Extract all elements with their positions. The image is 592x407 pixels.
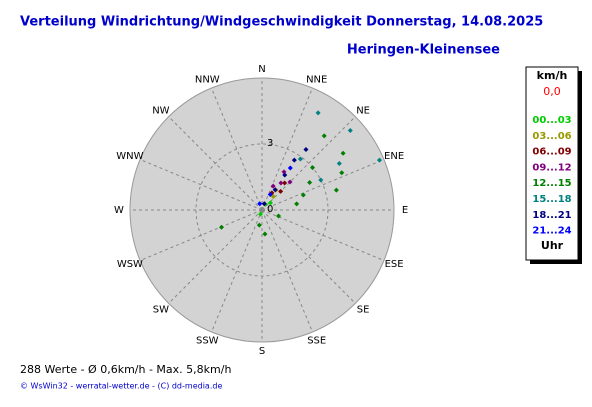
data-point [267,200,273,206]
legend-footer: Uhr [541,239,564,252]
legend-entry: 18...21 [532,210,571,221]
legend-title: km/h [537,69,568,82]
direction-label: ESE [385,259,404,270]
direction-label: SE [357,305,370,316]
chart-title: Verteilung Windrichtung/Windgeschwindigk… [20,15,543,30]
data-point [303,146,309,152]
data-point [376,157,382,163]
data-point [294,201,300,207]
legend-entry: 06...09 [532,147,571,158]
data-point [307,180,313,185]
data-point [261,201,267,207]
data-point [340,150,346,156]
direction-ray [139,159,263,211]
data-point [318,177,324,183]
grid-ring [195,143,329,277]
direction-ray [261,159,385,211]
credits: © WsWin32 - werratal-wetter.de - (C) dd-… [20,382,222,391]
data-point [333,187,339,193]
footer: 288 Werte - Ø 0,6km/h - Max. 5,8km/h [20,363,231,376]
direction-label: SSE [307,335,326,346]
direction-label: SSW [196,335,219,346]
direction-ray [261,209,313,333]
direction-label: NNE [306,75,327,86]
data-point [336,161,342,167]
data-point [287,179,293,185]
data-point [267,191,273,197]
direction-ray [168,116,263,211]
direction-label: WNW [116,151,143,162]
data-point [257,201,263,207]
data-point [270,183,276,189]
legend-box [525,66,579,261]
legend-entry: 00...03 [532,115,571,126]
data-point [272,187,278,193]
r-tick-label: 0 [267,204,273,215]
data-point [282,172,288,178]
r-tick-label: 3 [267,138,273,149]
direction-ray [261,209,356,304]
data-point [339,170,345,176]
legend-entry: 15...18 [532,194,571,205]
direction-label: S [259,346,265,357]
legend-calm: 0,0 [543,85,561,98]
data-point [291,157,297,163]
data-point [270,194,276,200]
data-point [256,222,262,228]
data-point [347,128,353,134]
data-point [257,211,263,217]
data-point [262,231,268,237]
direction-label: ENE [384,151,404,162]
direction-ray [168,209,263,304]
data-point [315,110,321,116]
chart-subtitle: Heringen-Kleinensee [347,43,500,58]
direction-label: WSW [117,259,143,270]
data-point [300,192,306,198]
data-point [310,165,316,171]
data-point [278,188,284,194]
legend-entry: 12...15 [532,178,571,189]
data-point [287,165,293,171]
legend-entry: 09...12 [532,162,571,173]
direction-label: E [402,205,408,216]
direction-label: NE [356,105,370,116]
direction-label: SW [153,305,169,316]
direction-label: NW [152,105,169,116]
data-point [278,180,284,186]
data-point [276,213,282,219]
data-point [282,180,288,186]
data-point [218,224,224,230]
data-point [297,156,303,162]
legend-entry: 03...06 [532,131,571,142]
direction-label: NNW [195,75,220,86]
direction-label: N [258,64,265,75]
data-point [321,133,327,139]
legend-entry: 21...24 [532,226,571,237]
direction-ray [211,209,263,333]
direction-label: W [114,205,124,216]
